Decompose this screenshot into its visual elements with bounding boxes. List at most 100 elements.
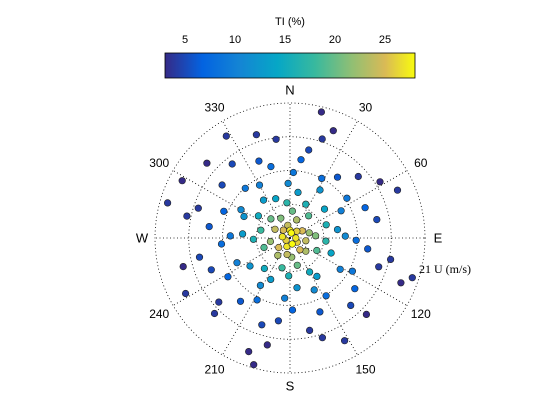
radial-unit-label: U (m/s) bbox=[434, 262, 471, 276]
compass-label: S bbox=[286, 379, 295, 394]
data-point bbox=[341, 232, 349, 240]
grid-spoke bbox=[289, 237, 408, 306]
angle-label: 30 bbox=[359, 101, 373, 115]
data-point bbox=[375, 263, 383, 271]
data-point bbox=[288, 207, 297, 215]
angle-label: 60 bbox=[414, 156, 428, 170]
data-point bbox=[376, 178, 384, 186]
data-point bbox=[250, 361, 258, 369]
data-point bbox=[259, 196, 268, 204]
data-point bbox=[267, 163, 275, 171]
data-point bbox=[237, 206, 245, 214]
data-point bbox=[302, 237, 310, 245]
data-point bbox=[292, 234, 300, 242]
data-point bbox=[320, 205, 329, 213]
data-point bbox=[310, 286, 318, 294]
data-points bbox=[164, 108, 416, 369]
data-point bbox=[164, 199, 172, 207]
data-point bbox=[207, 266, 215, 274]
radial-max-label: 21 bbox=[419, 262, 434, 276]
data-point bbox=[255, 157, 263, 165]
data-point bbox=[240, 212, 248, 221]
data-point bbox=[241, 184, 249, 192]
data-point bbox=[183, 212, 191, 220]
data-point bbox=[336, 265, 344, 273]
data-point bbox=[233, 259, 241, 267]
data-point bbox=[278, 264, 286, 272]
angle-label: 120 bbox=[411, 307, 431, 321]
data-point bbox=[258, 321, 266, 329]
data-point bbox=[313, 272, 321, 281]
angle-label: 330 bbox=[204, 101, 224, 115]
data-point bbox=[267, 215, 275, 223]
colorbar-gradient bbox=[164, 52, 416, 79]
data-point bbox=[263, 341, 271, 349]
data-point bbox=[284, 179, 292, 187]
data-point bbox=[205, 223, 213, 231]
data-point bbox=[228, 160, 236, 168]
colorbar-ticks: 5 10 15 20 25 bbox=[182, 34, 391, 57]
compass-label: N bbox=[285, 83, 294, 98]
data-point bbox=[361, 204, 369, 212]
data-point bbox=[222, 132, 230, 140]
data-point bbox=[215, 298, 223, 306]
data-point bbox=[397, 279, 405, 287]
data-point bbox=[322, 221, 330, 229]
data-point bbox=[279, 226, 288, 234]
data-point bbox=[281, 294, 289, 302]
grid-spoke bbox=[172, 170, 291, 239]
data-point bbox=[293, 216, 301, 224]
data-point bbox=[306, 268, 314, 276]
data-point bbox=[287, 229, 295, 237]
angle-label: 300 bbox=[149, 156, 169, 170]
data-point bbox=[224, 273, 232, 281]
colorbar-tick-label: 5 bbox=[182, 34, 188, 46]
data-point bbox=[318, 135, 326, 143]
data-point bbox=[260, 243, 268, 252]
data-point bbox=[289, 168, 298, 177]
data-point bbox=[274, 251, 282, 259]
data-point bbox=[322, 292, 330, 300]
data-point bbox=[272, 135, 280, 143]
data-point bbox=[362, 310, 371, 319]
data-point bbox=[195, 253, 204, 261]
data-point bbox=[274, 317, 283, 325]
data-point bbox=[252, 131, 260, 139]
data-point bbox=[275, 243, 283, 252]
data-point bbox=[293, 284, 301, 292]
compass-label: E bbox=[434, 231, 443, 246]
data-point bbox=[236, 297, 245, 305]
data-point bbox=[182, 289, 190, 298]
data-point bbox=[272, 195, 280, 203]
radial-axis-label: 21 U (m/s) bbox=[419, 262, 471, 276]
data-point bbox=[179, 263, 187, 271]
data-point bbox=[316, 186, 324, 194]
data-point bbox=[318, 174, 326, 182]
data-point bbox=[316, 308, 324, 316]
colorbar-tick-label: 10 bbox=[229, 34, 241, 46]
data-point bbox=[297, 156, 305, 164]
data-point bbox=[255, 181, 264, 189]
data-point bbox=[387, 255, 395, 264]
data-point bbox=[306, 326, 314, 335]
data-point bbox=[318, 334, 327, 342]
colorbar-tick-label: 25 bbox=[379, 34, 391, 46]
data-point bbox=[266, 237, 275, 246]
data-point bbox=[217, 240, 226, 248]
data-point bbox=[354, 172, 362, 181]
data-point bbox=[302, 200, 310, 208]
data-point bbox=[341, 337, 349, 345]
data-point bbox=[329, 127, 337, 135]
data-point bbox=[408, 274, 416, 282]
data-point bbox=[347, 301, 355, 310]
grid-spoke bbox=[172, 237, 291, 306]
data-point bbox=[178, 177, 186, 185]
data-point bbox=[220, 207, 228, 215]
grid-spoke bbox=[289, 170, 408, 239]
angle-label: 150 bbox=[355, 362, 375, 376]
data-point bbox=[327, 249, 335, 257]
data-point bbox=[333, 173, 342, 181]
grid-ring bbox=[188, 136, 392, 340]
data-point bbox=[218, 181, 226, 189]
